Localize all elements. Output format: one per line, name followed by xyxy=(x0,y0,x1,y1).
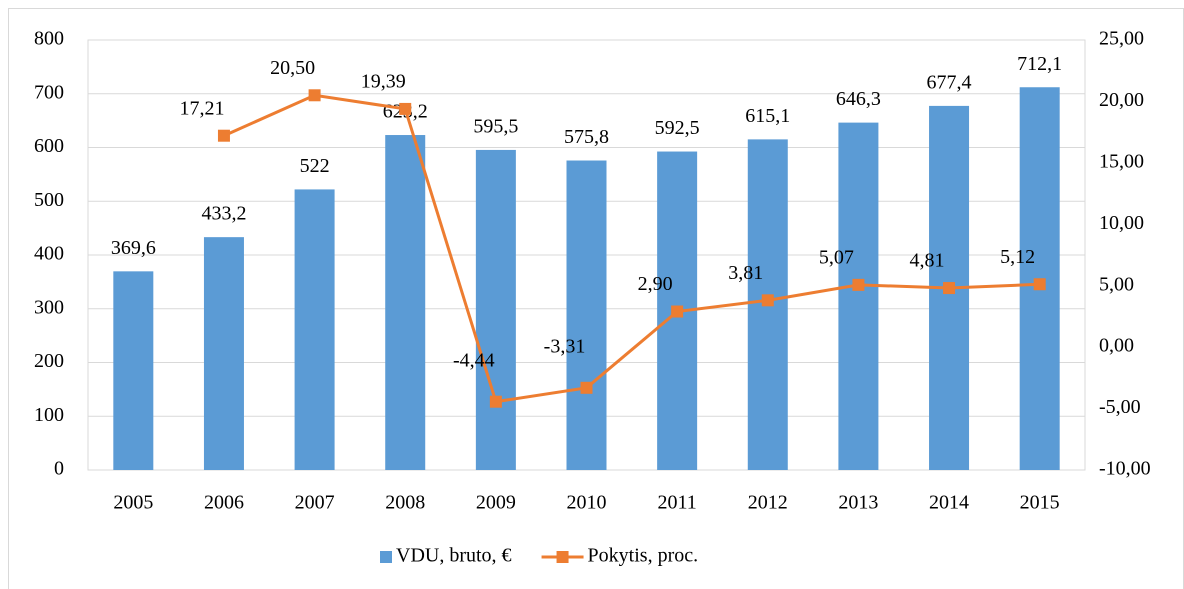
y2-tick-label: -5,00 xyxy=(1099,396,1141,418)
line-value-label: 5,12 xyxy=(1000,246,1035,268)
line-marker xyxy=(761,294,774,307)
line-value-label: 19,39 xyxy=(361,71,406,93)
line-value-label: 4,81 xyxy=(910,250,945,272)
x-tick-label: 2005 xyxy=(113,492,153,514)
line-marker xyxy=(943,282,956,295)
line xyxy=(223,93,1040,404)
bar xyxy=(566,160,607,470)
x-tick-label: 2010 xyxy=(567,492,607,514)
y2-tick-label: -10,00 xyxy=(1099,458,1151,480)
x-tick-label: 2015 xyxy=(1020,492,1060,514)
line-value-label: 5,07 xyxy=(819,246,854,268)
x-tick-label: 2012 xyxy=(748,492,788,514)
bar-value-label: 677,4 xyxy=(927,71,972,93)
y-tick-label: 700 xyxy=(34,81,64,103)
x-tick-label: 2011 xyxy=(658,492,697,514)
bar-value-label: 646,3 xyxy=(836,88,881,110)
bar-value-label: 433,2 xyxy=(201,203,246,225)
y2-tick-label: 15,00 xyxy=(1099,150,1144,172)
line-value-label: 3,81 xyxy=(728,262,763,284)
line-value-label: -3,31 xyxy=(544,335,586,357)
line-marker xyxy=(580,381,593,394)
bar-value-label: 369,6 xyxy=(111,237,156,259)
bar xyxy=(385,135,426,470)
y-tick-label: 100 xyxy=(34,404,64,426)
y-tick-label: 0 xyxy=(54,458,64,480)
line-value-label: -4,44 xyxy=(453,349,495,371)
bar-value-label: 615,1 xyxy=(745,105,790,127)
y2-tick-label: 0,00 xyxy=(1099,335,1134,357)
bar-value-label: 592,5 xyxy=(655,117,700,139)
x-tick-label: 2008 xyxy=(385,492,425,514)
y-tick-label: 300 xyxy=(34,296,64,318)
line-marker xyxy=(217,129,230,142)
x-tick-label: 2013 xyxy=(838,492,878,514)
legend-marker xyxy=(556,551,569,563)
line-marker xyxy=(1033,278,1046,291)
bar xyxy=(113,271,154,470)
y2-tick-label: 10,00 xyxy=(1099,212,1144,234)
line-value-label: 2,90 xyxy=(638,273,673,295)
x-tick-label: 2014 xyxy=(929,492,969,514)
line-marker xyxy=(489,395,502,408)
line-marker xyxy=(671,305,684,318)
x-tick-label: 2007 xyxy=(295,492,335,514)
y-tick-label: 200 xyxy=(34,350,64,372)
legend-swatch xyxy=(380,551,392,563)
x-tick-label: 2009 xyxy=(476,492,516,514)
bar-value-label: 522 xyxy=(300,155,330,177)
line-marker xyxy=(308,89,321,102)
bar-value-label: 712,1 xyxy=(1017,53,1062,75)
bar xyxy=(475,149,516,470)
x-tick-label: 2006 xyxy=(204,492,244,514)
bar xyxy=(838,122,879,471)
bar xyxy=(203,237,244,470)
line-value-label: 20,50 xyxy=(270,57,315,79)
line-marker xyxy=(852,278,865,291)
y-tick-label: 400 xyxy=(34,243,64,265)
line-marker xyxy=(399,102,412,115)
y-tick-label: 600 xyxy=(34,135,64,157)
legend-label: Pokytis, proc. xyxy=(588,545,699,567)
bar xyxy=(294,189,335,471)
y2-tick-label: 25,00 xyxy=(1099,28,1144,50)
line-value-label: 17,21 xyxy=(179,97,224,119)
y-tick-label: 500 xyxy=(34,189,64,211)
bar-value-label: 575,8 xyxy=(564,126,609,148)
y2-tick-label: 5,00 xyxy=(1099,273,1134,295)
y-tick-label: 800 xyxy=(34,28,64,50)
bar-value-label: 595,5 xyxy=(473,116,518,138)
y2-tick-label: 20,00 xyxy=(1099,89,1144,111)
legend-label: VDU, bruto, € xyxy=(396,545,512,567)
